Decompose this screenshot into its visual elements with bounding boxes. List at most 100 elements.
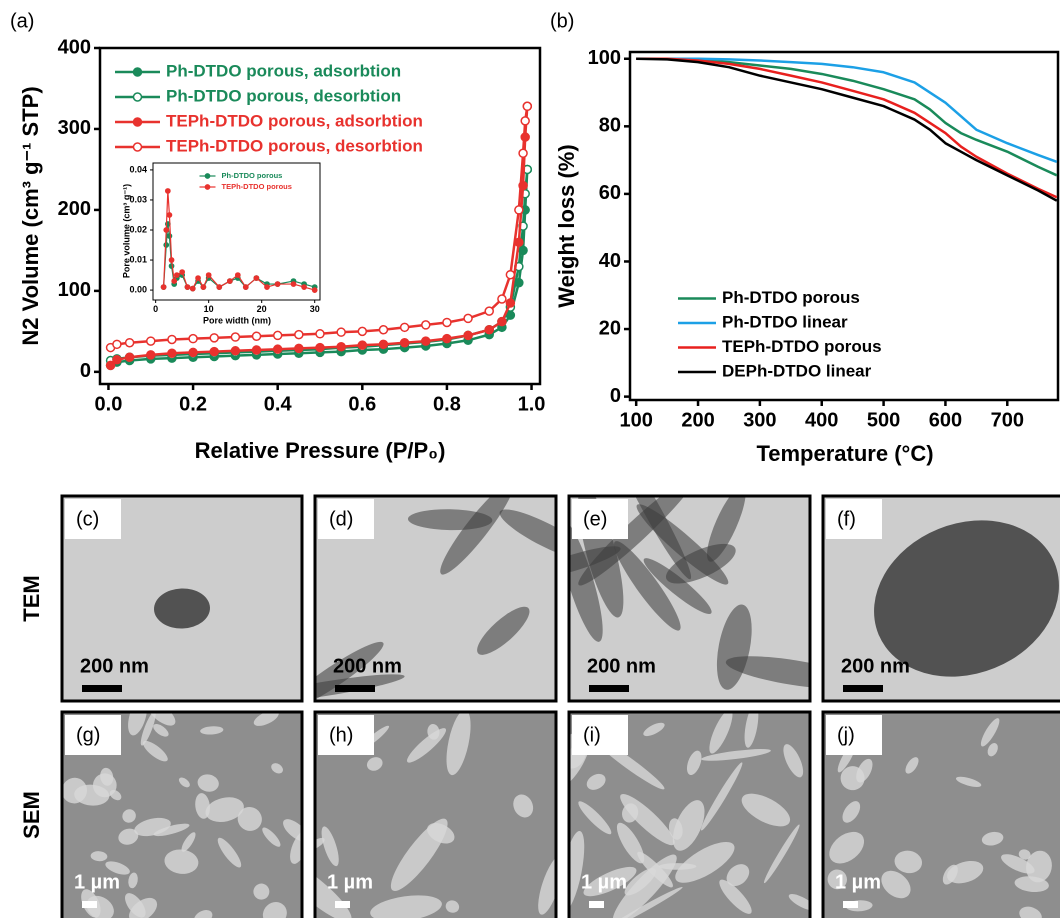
data-point	[167, 334, 177, 345]
data-point	[311, 287, 318, 293]
texture	[741, 793, 791, 827]
texture	[668, 818, 683, 840]
legend-label: TEPh-DTDO porous, adsorbtion	[166, 111, 423, 130]
panel-border	[60, 710, 304, 918]
data-point	[264, 284, 270, 290]
legend-label: TEPh-DTDO porous, desorbtion	[166, 136, 423, 155]
texture	[181, 832, 196, 852]
micrograph: (d) 200 nm	[313, 494, 558, 703]
row-label: TEM	[19, 575, 44, 621]
texture	[370, 895, 442, 918]
texture	[894, 850, 923, 874]
texture	[672, 800, 705, 851]
panel-border	[313, 710, 558, 918]
panel-label: (c)	[76, 508, 99, 530]
label-box	[826, 715, 882, 755]
legend-label: Ph-DTDO porous	[722, 288, 860, 307]
y-tick-label: 60	[599, 182, 621, 204]
y-tick-label: 40	[599, 250, 621, 272]
texture	[118, 828, 139, 845]
x-axis-label: Pore width (nm)	[203, 315, 271, 325]
texture	[122, 809, 136, 823]
label-box	[826, 499, 882, 539]
data-point	[163, 227, 170, 233]
data-point	[378, 339, 389, 350]
series-line	[636, 57, 1058, 199]
legend-label: TEPh-DTDO porous	[722, 337, 882, 356]
texture	[74, 784, 110, 806]
texture	[153, 724, 169, 737]
micrograph: (g) 1 µm	[60, 710, 304, 918]
texture	[605, 887, 683, 918]
panel-label: (f)	[837, 508, 856, 530]
y-tick-label: 200	[58, 198, 91, 220]
texture	[1018, 849, 1031, 860]
texture	[586, 773, 606, 790]
data-point	[163, 242, 170, 248]
data-point	[251, 345, 262, 355]
x-tick-label: 10	[204, 304, 214, 314]
panel-label: (a)	[10, 10, 34, 32]
panel-label: (g)	[76, 724, 100, 746]
texture	[744, 712, 759, 748]
x-tick-label: 0.0	[95, 393, 123, 415]
texture	[827, 869, 847, 890]
data-point	[166, 233, 173, 239]
texture	[643, 722, 665, 737]
texture	[881, 870, 911, 899]
x-tick-label: 0.6	[348, 393, 376, 415]
legend-marker	[132, 67, 143, 77]
data-point	[173, 272, 180, 278]
x-tick-label: 600	[929, 409, 962, 431]
texture	[154, 588, 210, 629]
label-box	[572, 715, 628, 755]
data-point	[399, 337, 410, 348]
data-point	[189, 285, 196, 292]
panel-label: (b)	[550, 10, 574, 32]
scale-bar-label: 200 nm	[841, 655, 910, 677]
texture	[105, 861, 130, 875]
panel-border	[821, 494, 1060, 703]
texture	[194, 910, 213, 918]
texture	[987, 743, 998, 757]
texture	[981, 831, 1004, 846]
panel-label: (h)	[329, 724, 353, 746]
texture	[205, 797, 244, 823]
texture	[125, 893, 146, 918]
panel-border	[60, 494, 304, 703]
texture	[253, 712, 279, 726]
data-point	[315, 329, 325, 339]
data-point	[294, 343, 304, 354]
texture	[128, 712, 148, 736]
data-point	[357, 326, 368, 337]
texture	[217, 837, 242, 868]
data-point	[378, 325, 389, 335]
texture	[1014, 876, 1049, 893]
texture	[153, 823, 190, 837]
data-point	[188, 333, 198, 344]
texture	[290, 830, 302, 864]
texture	[709, 712, 733, 754]
texture	[262, 902, 287, 918]
legend-label: Ph-DTDO porous, desorbtion	[166, 86, 401, 105]
texture	[719, 879, 752, 914]
legend-marker	[132, 117, 143, 127]
texture	[716, 604, 752, 690]
micrograph-image	[569, 496, 810, 701]
y-axis-label: Weight loss (%)	[554, 144, 579, 307]
texture	[440, 496, 514, 575]
texture	[636, 504, 729, 585]
scale-bar-label: 1 µm	[327, 871, 373, 893]
legend-marker	[132, 142, 143, 152]
data-point	[399, 322, 410, 333]
texture	[1019, 906, 1042, 918]
label-box	[318, 499, 374, 539]
micrograph-image	[62, 712, 302, 918]
texture	[614, 541, 681, 631]
scale-bar	[843, 685, 883, 692]
scale-bar-label: 1 µm	[835, 871, 881, 893]
texture	[955, 776, 982, 787]
texture	[1026, 850, 1052, 883]
data-point	[179, 269, 186, 275]
